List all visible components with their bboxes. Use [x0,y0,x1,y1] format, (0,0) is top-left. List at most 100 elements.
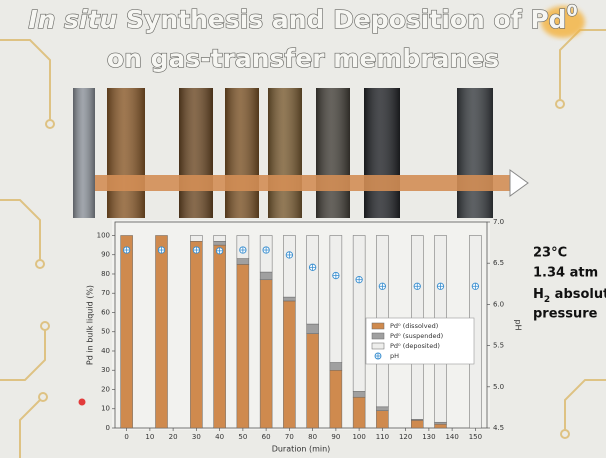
bar-segment [352,391,366,398]
bar-segment [306,323,319,334]
y2-tick-label: 6.0 [493,300,504,308]
legend-label: Pd⁰ (dissolved) [390,322,438,330]
x-tick-label: 150 [469,433,482,441]
y-tick-label: 90 [101,251,110,259]
legend-label: Pd⁰ (suspended) [390,332,443,340]
legend-swatch [371,342,385,350]
plot-frame [114,221,488,429]
x-tick-label: 90 [331,433,340,441]
legend-swatch [371,322,385,330]
title-line-2: on gas-transfer membranes [107,44,499,73]
ph-point [378,282,387,290]
x-tick-label: 140 [445,433,458,441]
y2-tick-label: 5.5 [493,342,504,350]
bar-segment [329,369,343,429]
bar-segment [259,235,273,273]
ph-point [355,276,363,284]
bar-segment [283,235,296,298]
title-sup: 0 [567,1,578,20]
condition: pressure [533,307,598,322]
legend-swatch [371,332,385,340]
bar-segment [434,421,447,425]
x-axis-label: Duration (min) [272,445,331,454]
ph-point [413,282,421,290]
bar-segment [329,235,343,363]
ph-point [239,246,247,254]
y-axis-label: Pd in bulk liquid (%) [86,285,95,365]
y2-tick-label: 7.0 [493,218,504,226]
bar-segment [190,235,203,242]
bar-segment [329,362,343,371]
title-pd: Pd [530,5,566,34]
y2-axis-label: pH [514,319,523,330]
bar-segment [120,235,133,429]
bar-segment [236,264,250,429]
title-line-1: In situ Synthesis and Deposition of Pd0 [28,1,577,34]
ph-point [285,251,294,259]
y-tick-label: 20 [101,385,110,393]
bar-segment [259,279,273,429]
bar-segment [236,258,250,265]
bar-segment [283,296,296,302]
bar-segment [434,423,447,429]
chart: 01020304050607080901004.55.05.56.06.57.0… [86,218,523,454]
bar-segment [352,396,366,429]
ph-point [471,282,480,290]
x-tick-label: 80 [308,433,317,441]
bar-segment [352,235,366,392]
condition: 23°C [533,246,567,261]
x-tick-label: 120 [399,433,412,441]
y2-tick-label: 4.5 [493,424,504,432]
y2-tick-label: 6.5 [493,259,504,267]
y-tick-label: 0 [106,424,110,432]
bar-segment [306,235,319,325]
pressure-text: absolute [550,287,606,302]
arrow-body [95,175,510,191]
ph-point [192,246,201,254]
bar-segment [259,271,273,281]
y-tick-label: 30 [101,366,110,374]
x-tick-label: 30 [192,433,201,441]
dot [78,398,86,406]
x-tick-label: 0 [124,433,128,441]
arrow-head [509,169,529,197]
pressure-sub: 2 [544,295,550,305]
condition: H2 absolute [533,287,606,305]
y-tick-label: 40 [101,347,110,355]
bar-segment [213,235,226,242]
ph-point [215,247,224,255]
bar-segment [283,300,296,429]
bar-segment [376,406,389,411]
bar-segment [306,333,319,429]
legend-label: Pd⁰ (deposited) [390,342,440,350]
title-italic: In situ [28,5,117,34]
x-tick-label: 110 [376,433,389,441]
y-tick-label: 10 [101,405,110,413]
y-tick-label: 70 [101,289,110,297]
bar-segment [376,410,389,429]
condition: 1.34 atm [533,266,598,281]
glow [541,6,585,38]
x-tick-label: 40 [215,433,224,441]
ph-point [308,263,317,271]
legend-swatch [374,352,382,360]
membrane-photos [73,88,493,218]
y-tick-label: 80 [101,270,110,278]
bar-segment [213,241,226,246]
bar-segment [411,420,424,429]
circuit-decoration [0,29,606,458]
y-tick-label: 100 [97,231,110,239]
ph-point [262,246,270,254]
y-tick-label: 60 [101,308,110,316]
title-text: Synthesis and Deposition of [117,5,530,34]
ph-point [332,271,340,280]
x-tick-label: 70 [285,433,294,441]
ph-point [122,246,131,254]
x-tick-label: 60 [262,433,271,441]
ph-point [157,246,166,254]
x-tick-label: 20 [169,433,178,441]
x-tick-label: 100 [352,433,365,441]
pressure-h: H [533,287,544,302]
x-tick-label: 130 [422,433,435,441]
